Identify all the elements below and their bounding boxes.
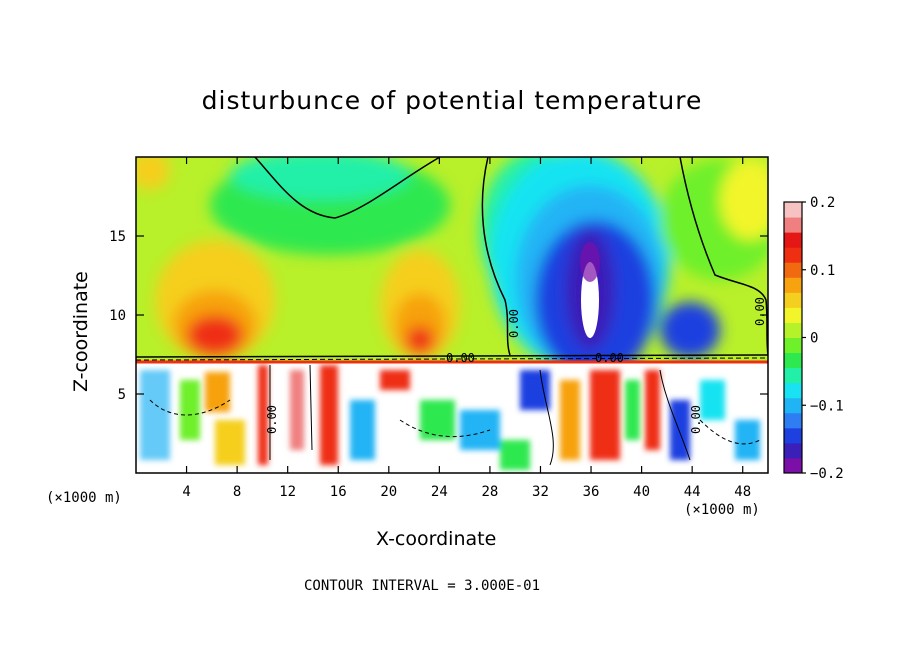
colorbar-swatch [784,262,802,278]
colorbar-tick-label: 0.2 [810,195,835,211]
x-tick-label: 44 [684,484,701,500]
colorbar-swatch [784,442,802,459]
colorbar-swatch [784,277,802,293]
x-unit-label-left: (×1000 m) [46,490,122,506]
colorbar-swatch [784,307,802,323]
colorbar-swatch [784,397,802,414]
x-tick-label: 40 [633,484,650,500]
contour-interval-label: CONTOUR INTERVAL = 3.000E-01 [304,578,541,594]
colorbar-tick-label: 0 [810,331,818,347]
colorbar-swatch [784,217,802,233]
y-tick-label: 15 [109,229,126,245]
contour-label: 0.00 [689,405,703,434]
colorbar-tick-label: −0.1 [810,398,844,414]
contour-label: 0.00 [446,351,475,365]
x-tick-label: 4 [182,484,190,500]
x-tick-label: 16 [330,484,347,500]
colorbar-tick-label: 0.1 [810,263,835,279]
x-tick-label: 32 [532,484,549,500]
contour-label: 0.00 [595,351,624,365]
colorbar-tick-label: −0.2 [810,466,844,482]
colorbar-swatch [784,292,802,308]
colorbar-swatch [784,232,802,248]
y-axis-label: Z-coordinate [70,271,92,392]
contour-label: 0.00 [753,297,767,326]
y-tick-label: 10 [109,308,126,324]
colorbar-swatch [784,367,802,384]
contour-label: 0.00 [265,405,279,434]
x-tick-label: 12 [279,484,296,500]
colorbar-swatch [784,202,802,218]
colorbar-swatch [784,382,802,399]
x-unit-label-right: (×1000 m) [684,502,760,518]
heatmap-field [136,157,768,473]
x-axis-label: X-coordinate [376,528,497,550]
y-tick-label: 5 [118,387,126,403]
x-tick-label: 28 [481,484,498,500]
colorbar-swatch [784,337,802,354]
x-tick-label: 48 [734,484,751,500]
colorbar-swatch [784,352,802,369]
chart-title: disturbunce of potential temperature [201,86,703,115]
contour-label: 0.00 [507,309,521,338]
y-axis: 5 10 15 [109,229,768,403]
x-axis: 4 8 12 16 20 24 28 32 36 40 44 48 [182,157,751,500]
colorbar-swatch [784,247,802,263]
x-tick-label: 20 [380,484,397,500]
colorbar-swatch [784,412,802,429]
colorbar: 0.2 0.1 0 −0.1 −0.2 [783,195,844,482]
x-tick-label: 24 [431,484,448,500]
x-tick-label: 8 [233,484,241,500]
x-tick-label: 36 [583,484,600,500]
colorbar-swatch [784,322,802,338]
colorbar-swatch [784,427,802,444]
colorbar-swatch [784,457,802,474]
